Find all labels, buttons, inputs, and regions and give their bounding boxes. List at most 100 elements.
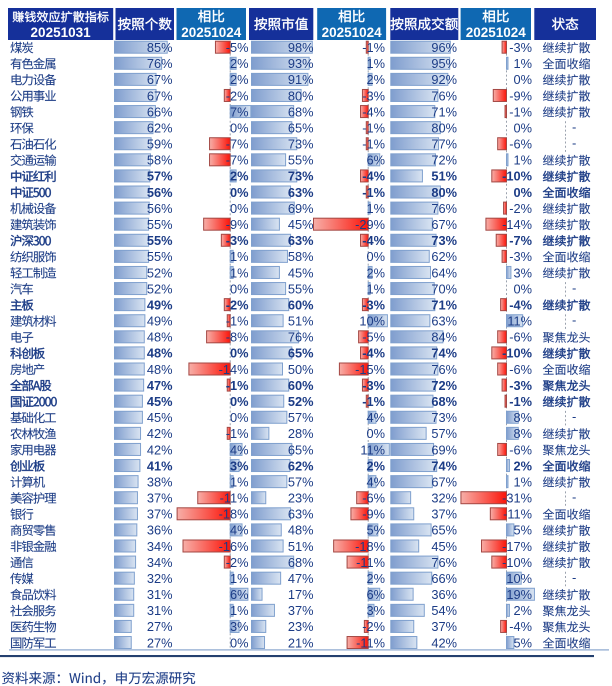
svg-text:-: - — [572, 119, 576, 134]
svg-text:51%: 51% — [431, 169, 457, 184]
svg-text:-10%: -10% — [502, 555, 532, 570]
svg-text:49%: 49% — [147, 297, 173, 312]
svg-text:6%: 6% — [230, 587, 249, 602]
svg-text:-9%: -9% — [509, 88, 532, 103]
svg-text:85%: 85% — [147, 40, 173, 55]
svg-text:-3%: -3% — [362, 378, 385, 393]
svg-text:27%: 27% — [147, 635, 173, 650]
svg-text:72%: 72% — [431, 378, 457, 393]
svg-text:74%: 74% — [431, 346, 457, 361]
svg-text:-6%: -6% — [509, 137, 532, 152]
svg-text:63%: 63% — [288, 185, 314, 200]
svg-text:-4%: -4% — [509, 297, 532, 312]
svg-text:96%: 96% — [431, 40, 457, 55]
svg-text:57%: 57% — [147, 169, 173, 184]
svg-text:4%: 4% — [230, 442, 249, 457]
svg-text:2%: 2% — [367, 458, 386, 473]
svg-text:62%: 62% — [147, 120, 173, 135]
svg-text:-4%: -4% — [362, 169, 385, 184]
svg-text:47%: 47% — [288, 571, 314, 586]
svg-text:63%: 63% — [288, 507, 314, 522]
svg-text:4%: 4% — [230, 523, 249, 538]
svg-text:-1%: -1% — [226, 378, 249, 393]
svg-text:5%: 5% — [367, 523, 386, 538]
svg-text:36%: 36% — [147, 523, 173, 538]
svg-text:-2%: -2% — [226, 297, 249, 312]
svg-text:57%: 57% — [288, 474, 314, 489]
svg-text:-6%: -6% — [509, 330, 532, 345]
svg-text:49%: 49% — [147, 314, 173, 329]
svg-text:-9%: -9% — [226, 217, 249, 232]
svg-text:71%: 71% — [431, 104, 457, 119]
svg-text:-29%: -29% — [355, 217, 385, 232]
svg-text:-18%: -18% — [219, 507, 249, 522]
svg-text:68%: 68% — [288, 104, 314, 119]
svg-text:-9%: -9% — [362, 507, 385, 522]
svg-text:63%: 63% — [288, 233, 314, 248]
svg-text:10%: 10% — [506, 571, 532, 586]
svg-text:2%: 2% — [230, 169, 249, 184]
svg-text:65%: 65% — [288, 346, 314, 361]
svg-text:0%: 0% — [367, 249, 386, 264]
svg-text:67%: 67% — [431, 474, 457, 489]
svg-text:69%: 69% — [431, 442, 457, 457]
svg-text:-4%: -4% — [362, 104, 385, 119]
svg-text:45%: 45% — [431, 539, 457, 554]
svg-text:0%: 0% — [230, 281, 249, 296]
svg-text:11%: 11% — [507, 314, 532, 329]
svg-text:37%: 37% — [431, 507, 457, 522]
svg-text:0%: 0% — [230, 635, 249, 650]
svg-text:-5%: -5% — [226, 40, 249, 55]
svg-text:1%: 1% — [230, 603, 249, 618]
svg-text:52%: 52% — [147, 281, 173, 296]
svg-text:80%: 80% — [431, 185, 457, 200]
svg-text:-: - — [572, 490, 576, 505]
svg-text:72%: 72% — [431, 153, 457, 168]
svg-text:-11%: -11% — [220, 491, 249, 506]
svg-text:34%: 34% — [147, 555, 173, 570]
svg-text:2%: 2% — [230, 72, 249, 87]
svg-text:80%: 80% — [431, 120, 457, 135]
svg-text:42%: 42% — [431, 635, 457, 650]
svg-text:1%: 1% — [367, 201, 386, 216]
svg-text:32%: 32% — [431, 491, 457, 506]
svg-text:-7%: -7% — [509, 233, 532, 248]
svg-text:31%: 31% — [147, 603, 173, 618]
svg-text:3%: 3% — [514, 265, 533, 280]
svg-text:69%: 69% — [288, 201, 314, 216]
svg-text:77%: 77% — [431, 137, 457, 152]
svg-text:-3%: -3% — [362, 88, 385, 103]
svg-text:-6%: -6% — [362, 491, 385, 506]
svg-text:2%: 2% — [367, 265, 386, 280]
svg-text:57%: 57% — [431, 426, 457, 441]
svg-text:3%: 3% — [230, 458, 249, 473]
svg-text:3%: 3% — [230, 619, 249, 634]
svg-text:-10%: -10% — [502, 169, 532, 184]
svg-text:32%: 32% — [147, 571, 173, 586]
svg-text:23%: 23% — [288, 619, 314, 634]
svg-text:58%: 58% — [147, 153, 173, 168]
svg-text:0%: 0% — [514, 281, 533, 296]
svg-text:3%: 3% — [367, 603, 386, 618]
svg-text:-11%: -11% — [503, 507, 532, 522]
svg-text:-: - — [572, 409, 576, 424]
svg-text:48%: 48% — [147, 346, 173, 361]
svg-text:1%: 1% — [514, 474, 533, 489]
svg-text:60%: 60% — [288, 378, 314, 393]
svg-text:64%: 64% — [431, 265, 457, 280]
svg-text:48%: 48% — [147, 362, 173, 377]
svg-text:-1%: -1% — [362, 137, 385, 152]
svg-text:95%: 95% — [431, 56, 457, 71]
svg-text:6%: 6% — [367, 153, 386, 168]
svg-text:47%: 47% — [147, 378, 173, 393]
svg-text:37%: 37% — [288, 603, 314, 618]
svg-text:-11%: -11% — [356, 555, 385, 570]
svg-text:23%: 23% — [288, 491, 314, 506]
svg-text:-4%: -4% — [362, 233, 385, 248]
svg-text:1%: 1% — [514, 56, 533, 71]
svg-text:6%: 6% — [367, 587, 386, 602]
svg-text:91%: 91% — [288, 72, 314, 87]
svg-text:37%: 37% — [431, 619, 457, 634]
svg-text:0%: 0% — [230, 410, 249, 425]
svg-text:2%: 2% — [367, 571, 386, 586]
